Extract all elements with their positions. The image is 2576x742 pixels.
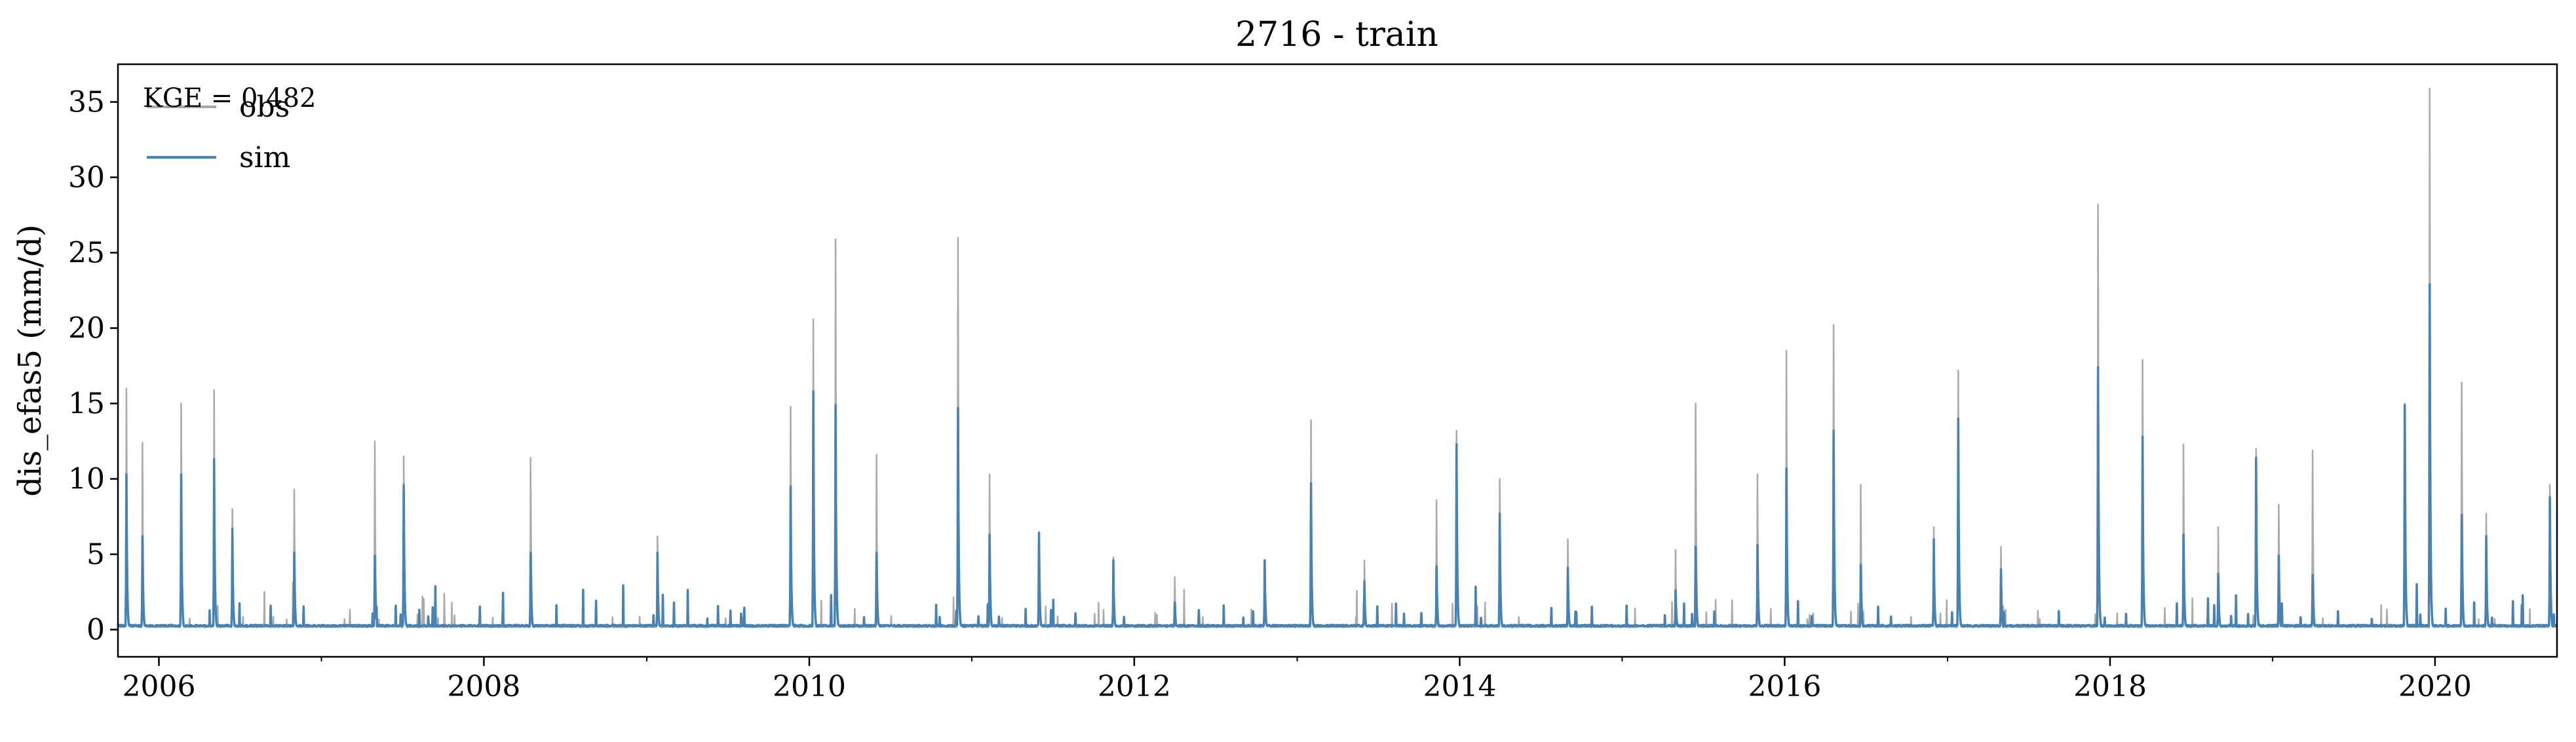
- y-tick-label: 0: [87, 614, 105, 647]
- x-tick-label: 2010: [773, 670, 846, 703]
- x-tick-label: 2016: [1748, 670, 1821, 703]
- y-tick-label: 35: [68, 86, 105, 119]
- x-tick-label: 2018: [2073, 670, 2147, 703]
- kge-annotation: KGE = 0.482: [143, 83, 317, 113]
- y-axis-label: dis_efas5 (mm/d): [12, 224, 48, 496]
- y-tick-label: 15: [68, 387, 105, 421]
- series-layer: [117, 87, 2558, 629]
- y-tick-label: 5: [87, 538, 105, 572]
- axes-layer: 0 5 10 15 20 25 30 35 2006 2008 2010 2012 2014 2016 20…: [68, 63, 2558, 703]
- x-tick-label: 2008: [447, 670, 520, 703]
- x-tick-label: 2006: [123, 670, 196, 703]
- y-tick-label: 30: [68, 161, 105, 195]
- y-tick-label: 20: [68, 312, 105, 345]
- x-tick-label: 2014: [1423, 670, 1496, 703]
- plot-frame: [117, 63, 2558, 658]
- x-tick-label: 2012: [1098, 670, 1171, 703]
- chart-title: 2716 - train: [1235, 15, 1438, 54]
- y-tick-label: 10: [68, 463, 105, 496]
- legend-label-obs: obs: [239, 90, 290, 124]
- series-line-sim: [117, 283, 2558, 628]
- legend: obs sim: [147, 90, 290, 174]
- y-tick-label: 25: [68, 237, 105, 270]
- legend-label-sim: sim: [239, 141, 290, 174]
- x-tick-label: 2020: [2398, 670, 2472, 703]
